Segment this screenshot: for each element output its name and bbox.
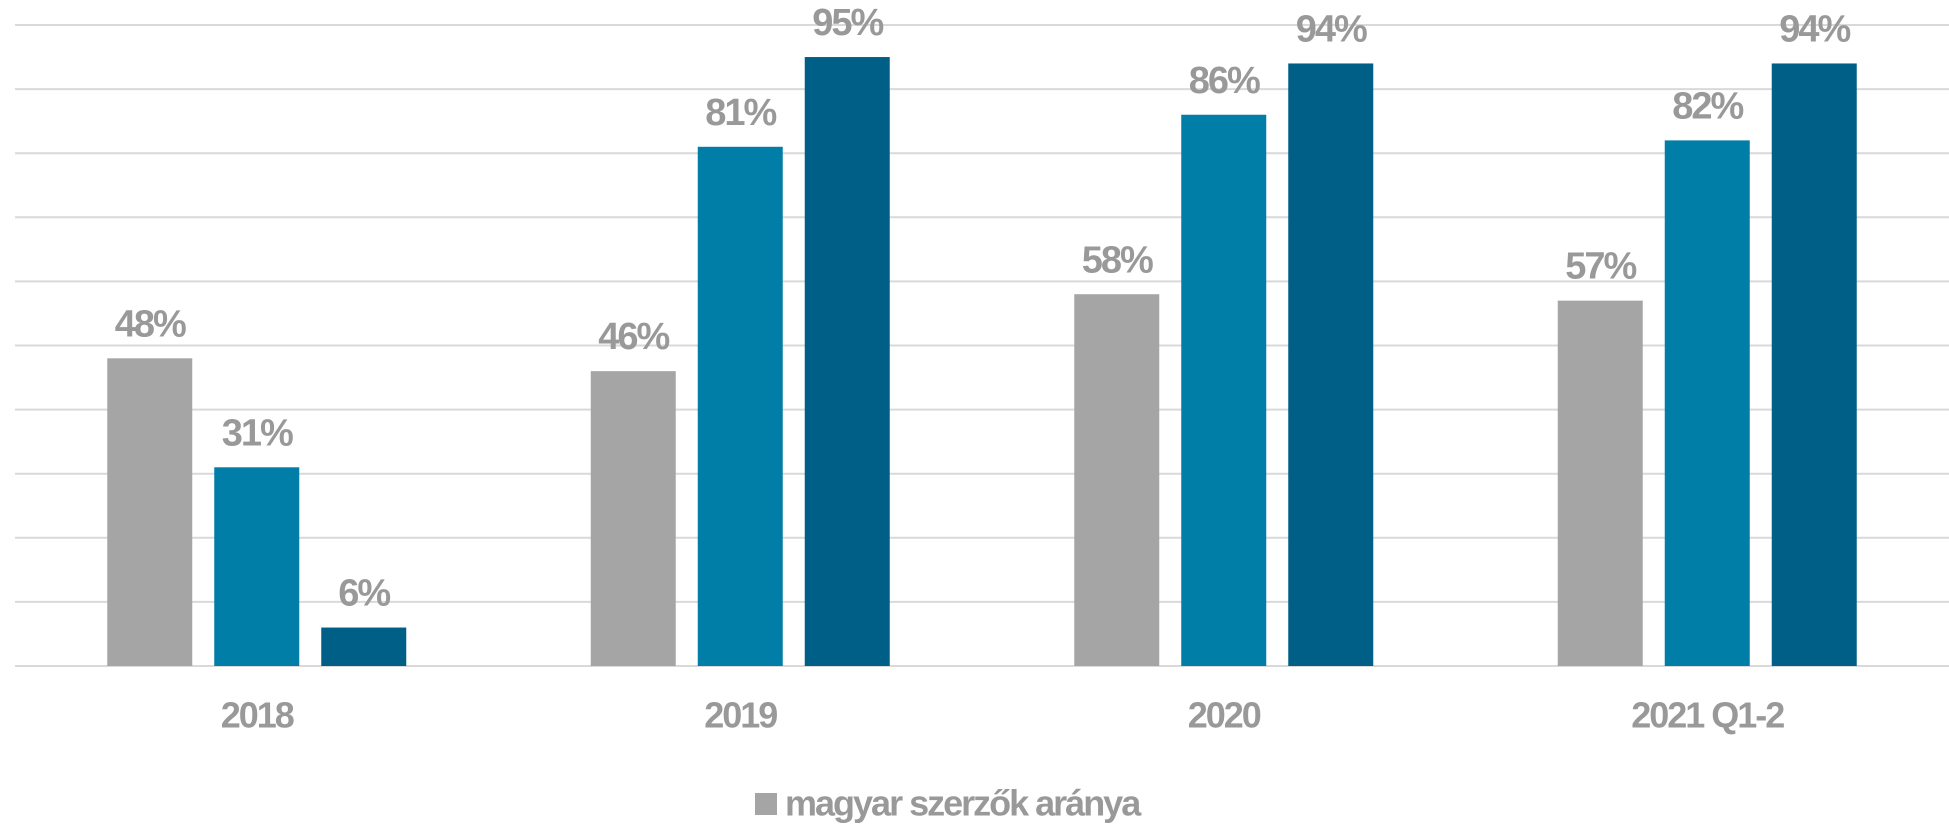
data-label: 82%: [1672, 85, 1743, 127]
data-label: 58%: [1082, 239, 1153, 281]
legend-swatch: [755, 793, 777, 815]
bar: [1557, 300, 1643, 666]
data-label: 94%: [1296, 8, 1367, 50]
data-label: 46%: [598, 316, 669, 358]
bar: [1288, 63, 1374, 666]
bar: [697, 146, 783, 667]
x-tick-label: 2019: [704, 695, 777, 736]
bar: [107, 358, 193, 666]
legend-label: magyar szerzők aránya: [785, 783, 1142, 824]
bar: [1664, 140, 1750, 666]
data-label: 81%: [705, 92, 776, 134]
data-label: 86%: [1189, 60, 1260, 102]
bar: [214, 467, 300, 666]
bar: [1771, 63, 1857, 666]
x-tick-label: 2018: [221, 695, 294, 736]
bar: [1181, 114, 1267, 667]
bar: [590, 371, 676, 666]
bar: [804, 57, 890, 667]
bar: [321, 627, 407, 666]
x-tick-label: 2021 Q1-2: [1631, 695, 1784, 736]
bar: [1074, 294, 1160, 666]
data-label: 94%: [1779, 8, 1850, 50]
data-label: 31%: [222, 412, 293, 454]
data-label: 48%: [115, 303, 186, 345]
data-label: 57%: [1565, 246, 1636, 288]
data-label: 6%: [338, 573, 390, 615]
x-tick-label: 2020: [1188, 695, 1261, 736]
data-label: 95%: [812, 2, 883, 44]
